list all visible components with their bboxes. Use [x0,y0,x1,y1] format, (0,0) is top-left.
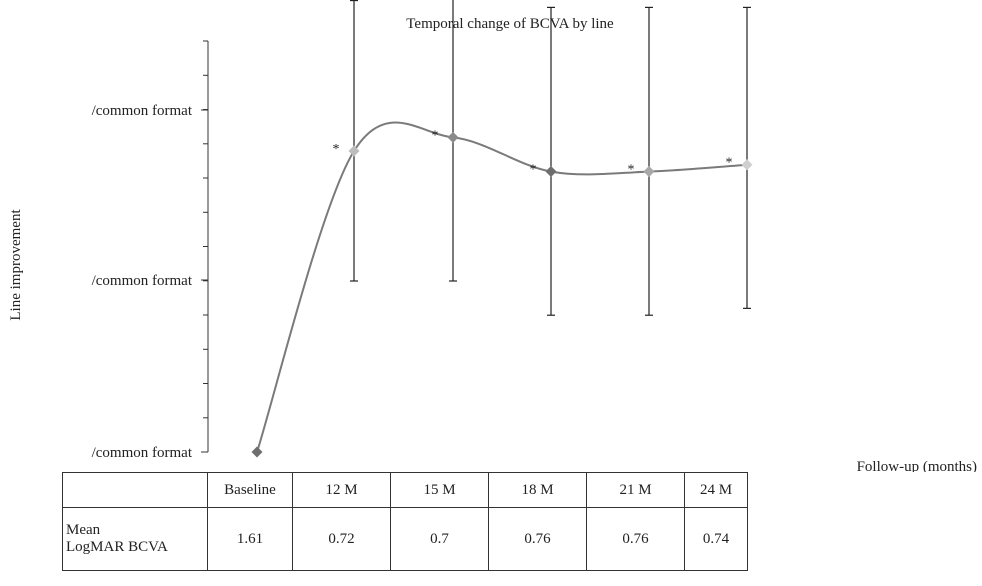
y-axis-ticks: /common format /common format /common fo… [92,103,208,461]
row-label-line: Mean [66,522,101,538]
table-header-cell: Baseline [207,472,293,508]
table-header-cell: 15 M [390,472,489,508]
table-header-cell: 21 M [586,472,685,508]
row-label-line: LogMAR BCVA [66,539,168,555]
data-point [348,145,360,157]
significance-star: * [432,128,439,143]
data-point [545,166,557,178]
significance-star: * [530,163,537,178]
table-cell: 0.72 [292,507,391,571]
table-cell: 0.76 [488,507,587,571]
table-row-label: Mean LogMAR BCVA [62,507,208,571]
significance-star: * [628,163,635,178]
table-cell: 1.61 [207,507,293,571]
table-cell: 0.7 [390,507,489,571]
significance-markers: * * * * * [333,128,733,177]
data-markers [251,131,753,458]
series-line [256,121,748,453]
data-point [251,446,263,458]
y-minor-ticks [203,40,208,453]
y-axis-title: Line improvement [8,209,24,321]
data-point [447,131,459,143]
significance-star: * [333,142,340,157]
chart-title: Temporal change of BCVA by line [406,16,614,32]
table-cell: 0.76 [586,507,685,571]
table-header-cell: 12 M [292,472,391,508]
table-header-cell [62,472,208,508]
table-header-row: Baseline 12 M 15 M 18 M 21 M 24 M [62,472,748,508]
line-chart: Temporal change of BCVA by line Line imp… [8,0,977,472]
table-header-cell: 18 M [488,472,587,508]
y-tick-label: /common format [92,103,193,119]
table-cell: 0.74 [684,507,748,571]
table-header-cell: 24 M [684,472,748,508]
significance-star: * [726,156,733,171]
x-axis-title: Follow-up (months) [857,459,977,472]
table-row: Mean LogMAR BCVA 1.61 0.72 0.7 0.76 0.76… [62,507,748,571]
data-point [741,159,753,171]
y-tick-label: /common format [92,445,193,461]
y-tick-label: /common format [92,273,193,289]
data-table: Baseline 12 M 15 M 18 M 21 M 24 M Mean L… [62,472,748,571]
data-point [643,166,655,178]
error-bars [350,0,751,316]
